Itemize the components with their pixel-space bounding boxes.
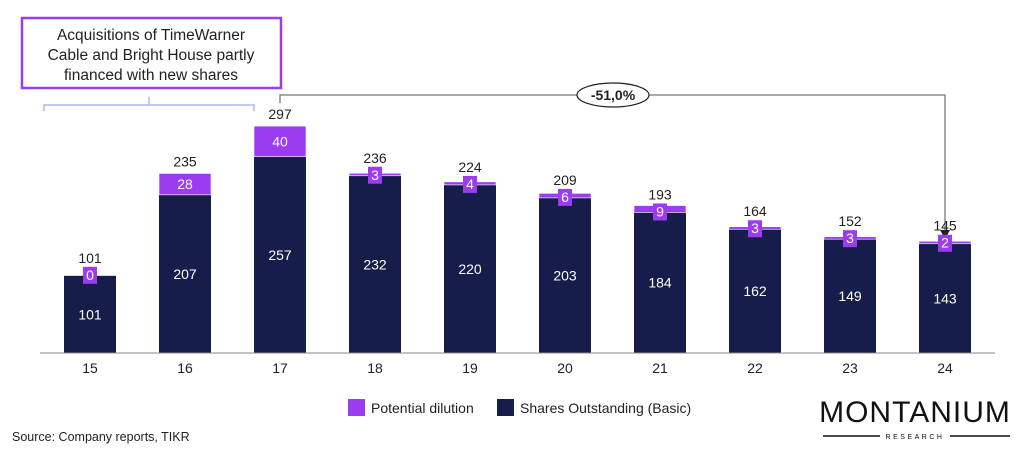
label-total: 297	[268, 106, 292, 122]
label-basic: 232	[363, 256, 387, 272]
x-tick-label: 22	[747, 360, 763, 376]
change-annotation: -51,0%	[279, 82, 950, 239]
x-tick-label: 23	[842, 360, 858, 376]
bar-basic	[444, 184, 496, 353]
x-tick-label: 20	[557, 360, 573, 376]
x-tick-label: 17	[272, 360, 288, 376]
label-dilution: 3	[751, 220, 759, 236]
label-dilution-box	[748, 220, 762, 238]
legend-label: Potential dilution	[371, 400, 474, 416]
callout-line: Acquisitions of TimeWarner	[57, 27, 245, 44]
label-dilution: 4	[466, 176, 474, 192]
label-total: 145	[933, 218, 957, 234]
svg-text:MONTANIUM: MONTANIUM	[819, 396, 1011, 429]
bar-basic	[539, 197, 591, 353]
label-basic: 203	[553, 267, 577, 283]
x-tick-label: 24	[937, 360, 953, 376]
brace	[43, 97, 255, 111]
label-total: 235	[173, 153, 197, 169]
label-basic: 101	[78, 306, 102, 322]
bar-basic	[159, 194, 211, 353]
callout-line: Cable and Bright House partly	[48, 47, 255, 64]
label-total: 101	[78, 250, 102, 266]
arrow-head	[940, 230, 950, 239]
bar-basic	[634, 212, 686, 353]
label-total: 209	[553, 172, 577, 188]
label-dilution: 9	[656, 203, 664, 219]
x-tick-label: 21	[652, 360, 668, 376]
label-basic: 207	[173, 266, 197, 282]
bar-basic	[349, 175, 401, 353]
source-note: Source: Company reports, TIKR	[12, 430, 190, 444]
bar-basic	[824, 239, 876, 353]
label-dilution: 40	[272, 133, 288, 149]
legend-swatch-basic	[497, 399, 514, 416]
label-dilution: 0	[86, 267, 94, 283]
bar-basic	[919, 243, 971, 353]
label-basic: 149	[838, 288, 862, 304]
bar-dilution	[158, 173, 212, 196]
label-basic: 143	[933, 290, 957, 306]
label-dilution: 28	[177, 176, 193, 192]
bar-basic	[64, 275, 116, 353]
label-dilution-box	[938, 234, 952, 252]
label-basic: 184	[648, 275, 672, 291]
x-tick-label: 19	[462, 360, 478, 376]
logo: MONTANIUM RESEARCH	[819, 396, 1011, 441]
label-dilution-box	[558, 188, 572, 206]
label-dilution-box	[463, 175, 477, 193]
svg-text:RESEARCH: RESEARCH	[886, 434, 945, 441]
legend-swatch-dilution	[348, 399, 365, 416]
legend-label: Shares Outstanding (Basic)	[520, 400, 691, 416]
label-dilution-box	[368, 166, 382, 184]
label-basic: 162	[743, 283, 767, 299]
label-dilution-box	[653, 203, 667, 221]
x-tick-label: 16	[177, 360, 193, 376]
label-total: 152	[838, 213, 862, 229]
label-dilution: 6	[561, 189, 569, 205]
label-basic: 220	[458, 261, 482, 277]
bar-basic	[254, 156, 306, 353]
label-dilution-box	[83, 266, 97, 284]
label-dilution: 3	[846, 230, 854, 246]
label-basic: 257	[268, 247, 292, 263]
bar-basic	[729, 229, 781, 353]
label-total: 236	[363, 150, 387, 166]
label-total: 164	[743, 203, 767, 219]
x-tick-label: 15	[82, 360, 98, 376]
x-tick-label: 18	[367, 360, 383, 376]
bar-dilution	[253, 125, 307, 157]
label-total: 193	[648, 186, 672, 202]
change-label: -51,0%	[591, 87, 636, 103]
label-dilution: 2	[941, 235, 949, 251]
label-total: 224	[458, 159, 482, 175]
label-dilution-box	[843, 230, 857, 248]
callout-box: Acquisitions of TimeWarner Cable and Bri…	[20, 16, 283, 111]
label-dilution: 3	[371, 167, 379, 183]
legend: Potential dilution Shares Outstanding (B…	[348, 399, 691, 416]
callout-line: financed with new shares	[64, 67, 238, 84]
